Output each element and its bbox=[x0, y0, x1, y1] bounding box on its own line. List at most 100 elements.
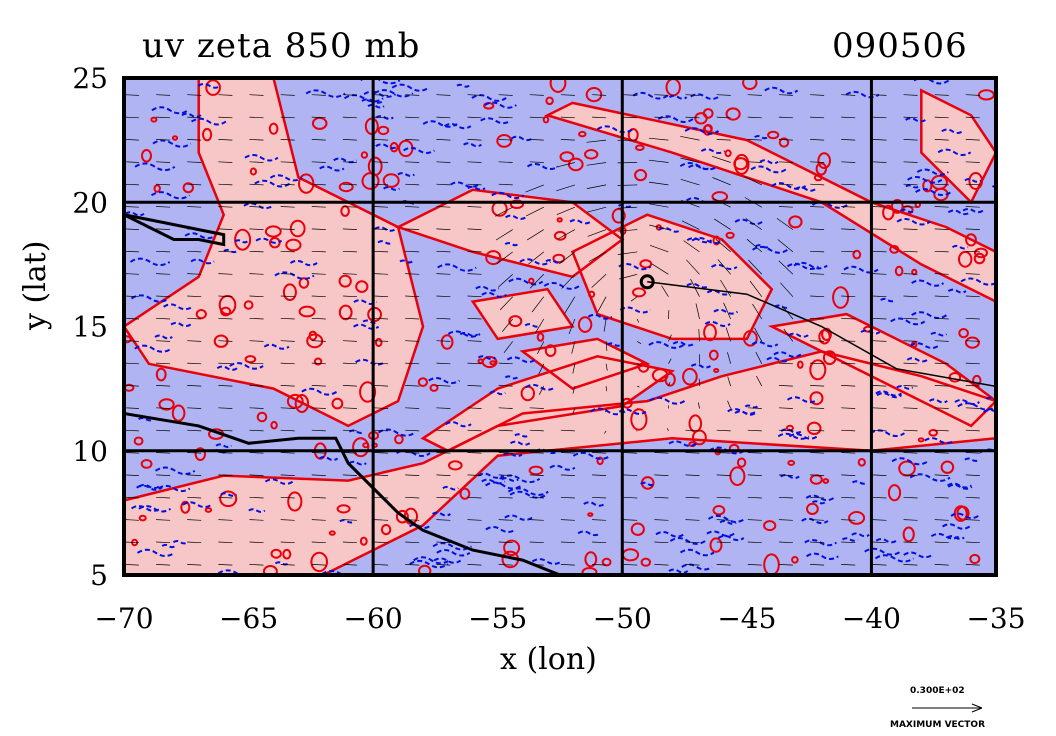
negative-contour-dash bbox=[138, 483, 160, 490]
wind-vector bbox=[529, 474, 544, 476]
positive-contour-loop bbox=[742, 78, 758, 90]
wind-vector bbox=[156, 564, 171, 566]
negative-contour-dash bbox=[794, 186, 817, 192]
negative-contour-dash bbox=[508, 277, 544, 286]
negative-contour-dash bbox=[507, 487, 549, 496]
positive-contour-loop bbox=[485, 250, 502, 266]
wind-vector bbox=[467, 340, 482, 342]
negative-contour-dash bbox=[719, 520, 737, 525]
negative-contour-dash bbox=[184, 232, 216, 240]
wind-vector bbox=[498, 519, 513, 521]
negative-contour-dash bbox=[456, 83, 470, 88]
negative-contour-dash bbox=[805, 494, 835, 502]
wind-vector bbox=[124, 94, 139, 96]
wind-vector bbox=[187, 228, 202, 230]
negative-contour-dash bbox=[444, 122, 472, 130]
positive-contour-loop bbox=[806, 502, 819, 515]
wind-vector bbox=[668, 382, 671, 387]
negative-contour-dash bbox=[130, 294, 170, 303]
negative-contour-dash bbox=[491, 191, 525, 200]
wind-vector bbox=[124, 429, 139, 432]
negative-contour-dash bbox=[514, 433, 530, 438]
wind-vector bbox=[778, 206, 793, 208]
wind-vector bbox=[588, 251, 607, 262]
wind-vector bbox=[342, 250, 357, 253]
positive-contour-loop bbox=[262, 565, 278, 575]
wind-vector bbox=[467, 407, 482, 409]
wind-vector bbox=[436, 183, 451, 186]
wind-vector bbox=[467, 429, 482, 432]
negative-contour-dash bbox=[216, 365, 238, 371]
wind-vector bbox=[934, 496, 949, 499]
wind-vector bbox=[280, 139, 295, 141]
wind-vector bbox=[156, 273, 171, 275]
positive-contour-loop bbox=[703, 323, 717, 342]
wind-vector bbox=[156, 362, 171, 365]
negative-contour-dash bbox=[289, 259, 318, 267]
wind-vector bbox=[903, 139, 918, 141]
wind-vector bbox=[342, 340, 357, 342]
negative-contour-dash bbox=[632, 91, 669, 100]
positive-contour-loop bbox=[270, 548, 282, 559]
wind-vector bbox=[405, 206, 420, 208]
negative-contour-dash bbox=[353, 323, 380, 330]
wind-vector bbox=[156, 161, 171, 163]
negative-contour-dash bbox=[668, 568, 689, 574]
wind-vector bbox=[934, 564, 949, 566]
wind-vector bbox=[156, 496, 171, 499]
negative-contour-dash bbox=[713, 308, 739, 315]
wind-vector bbox=[534, 318, 545, 334]
negative-contour-dash bbox=[688, 164, 712, 171]
negative-contour-dash bbox=[367, 103, 385, 109]
negative-contour-dash bbox=[274, 271, 315, 280]
wind-vector bbox=[342, 452, 357, 454]
wind-vector bbox=[280, 295, 295, 298]
positive-contour-loop bbox=[243, 300, 254, 310]
wind-vector bbox=[249, 564, 264, 566]
wind-vector bbox=[498, 429, 513, 432]
wind-vector bbox=[903, 228, 918, 230]
negative-contour-dash bbox=[811, 201, 848, 209]
wind-vector bbox=[405, 161, 420, 163]
wind-vector bbox=[124, 183, 139, 186]
wind-vector bbox=[218, 295, 233, 298]
positive-contour-loop bbox=[736, 457, 747, 468]
wind-vector bbox=[623, 94, 638, 96]
wind-vector bbox=[587, 206, 607, 213]
wind-vector bbox=[124, 474, 139, 476]
negative-vorticity-contours bbox=[124, 78, 996, 575]
wind-vector bbox=[374, 183, 389, 186]
positive-vorticity-regions bbox=[124, 78, 996, 575]
wind-vector bbox=[654, 541, 669, 544]
wind-vector bbox=[374, 496, 389, 499]
wind-vector bbox=[187, 94, 202, 96]
wind-vector bbox=[965, 139, 980, 141]
wind-vector bbox=[872, 317, 887, 320]
positive-contour-loop bbox=[141, 149, 152, 163]
negative-contour-dash bbox=[355, 358, 386, 366]
negative-contour-dash bbox=[484, 101, 517, 109]
wind-vector bbox=[218, 474, 233, 476]
wind-vector bbox=[467, 206, 482, 208]
wind-vector bbox=[280, 183, 295, 186]
wind-vector bbox=[748, 259, 763, 275]
negative-contour-dash bbox=[947, 483, 973, 490]
positive-contour-loop bbox=[153, 184, 161, 193]
wind-vector bbox=[156, 183, 171, 186]
wind-vector bbox=[124, 139, 139, 141]
wind-vector bbox=[716, 139, 731, 141]
wind-vector bbox=[498, 116, 513, 119]
wind-vector bbox=[467, 139, 482, 141]
wind-vector bbox=[556, 206, 576, 216]
negative-contour-dash bbox=[499, 474, 541, 484]
wind-vector bbox=[156, 139, 171, 141]
wind-vector bbox=[498, 496, 513, 499]
negative-contour-dash bbox=[930, 331, 948, 337]
negative-contour-dash bbox=[679, 548, 715, 557]
positive-contour-loop bbox=[338, 181, 354, 193]
wind-vector bbox=[654, 496, 669, 499]
negative-contour-dash bbox=[375, 143, 399, 150]
negative-contour-dash bbox=[348, 460, 367, 466]
negative-contour-dash bbox=[343, 94, 384, 103]
negative-contour-dash bbox=[377, 428, 416, 437]
